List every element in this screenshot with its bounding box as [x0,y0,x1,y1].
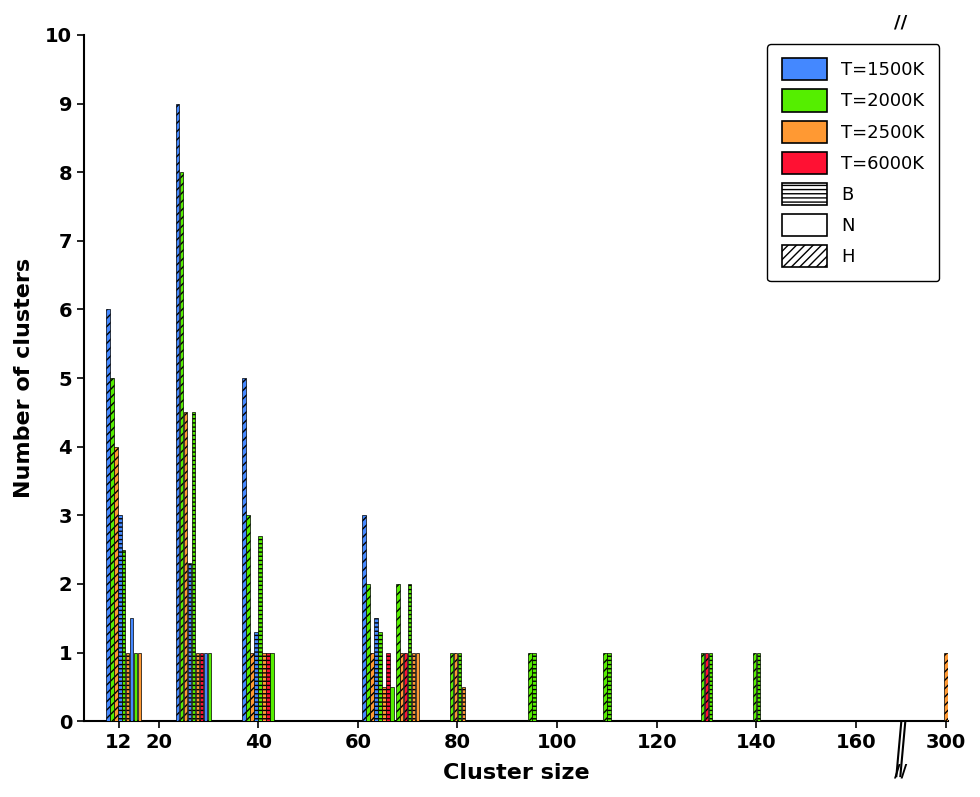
Bar [191,412,195,721]
Bar [404,653,408,721]
Bar [408,584,412,721]
Bar [607,653,611,721]
Bar [196,653,199,721]
Bar [246,516,250,721]
X-axis label: Cluster size: Cluster size [443,763,589,783]
Bar [122,550,125,721]
Text: //: // [894,14,907,32]
Bar [753,653,757,721]
Bar [175,104,179,721]
Bar [458,653,462,721]
Bar [179,172,183,721]
Bar [187,563,191,721]
Bar [208,653,211,721]
Bar [396,584,400,721]
Bar [412,653,416,721]
Bar [390,687,394,721]
Bar [267,653,270,721]
Bar [366,584,369,721]
Bar [106,309,110,721]
Y-axis label: Number of clusters: Number of clusters [14,258,34,498]
Bar [454,653,458,721]
Bar [701,653,705,721]
Bar [528,653,532,721]
Bar [255,632,258,721]
Bar [259,536,262,721]
Bar [416,653,419,721]
Bar [250,653,254,721]
Bar [944,653,948,721]
Bar [369,653,373,721]
Bar [129,618,133,721]
Bar [110,378,114,721]
Bar [757,653,760,721]
Bar [374,618,377,721]
Bar [603,653,607,721]
Bar [138,653,141,721]
Bar [462,687,466,721]
Bar [114,446,118,721]
Bar [183,412,187,721]
Bar [450,653,454,721]
Bar [705,653,709,721]
Bar [378,632,381,721]
Bar [400,653,404,721]
Bar [382,687,385,721]
Legend: T=1500K, T=2000K, T=2500K, T=6000K, B, N, H: T=1500K, T=2000K, T=2500K, T=6000K, B, N… [767,44,939,281]
Text: //: // [894,763,907,780]
Bar [263,653,266,721]
Bar [532,653,536,721]
Bar [204,653,207,721]
Bar [200,653,203,721]
Bar [270,653,274,721]
Bar [386,653,389,721]
Bar [118,516,122,721]
Bar [125,653,129,721]
Bar [242,378,246,721]
Bar [709,653,712,721]
Bar [134,653,137,721]
Bar [362,516,366,721]
